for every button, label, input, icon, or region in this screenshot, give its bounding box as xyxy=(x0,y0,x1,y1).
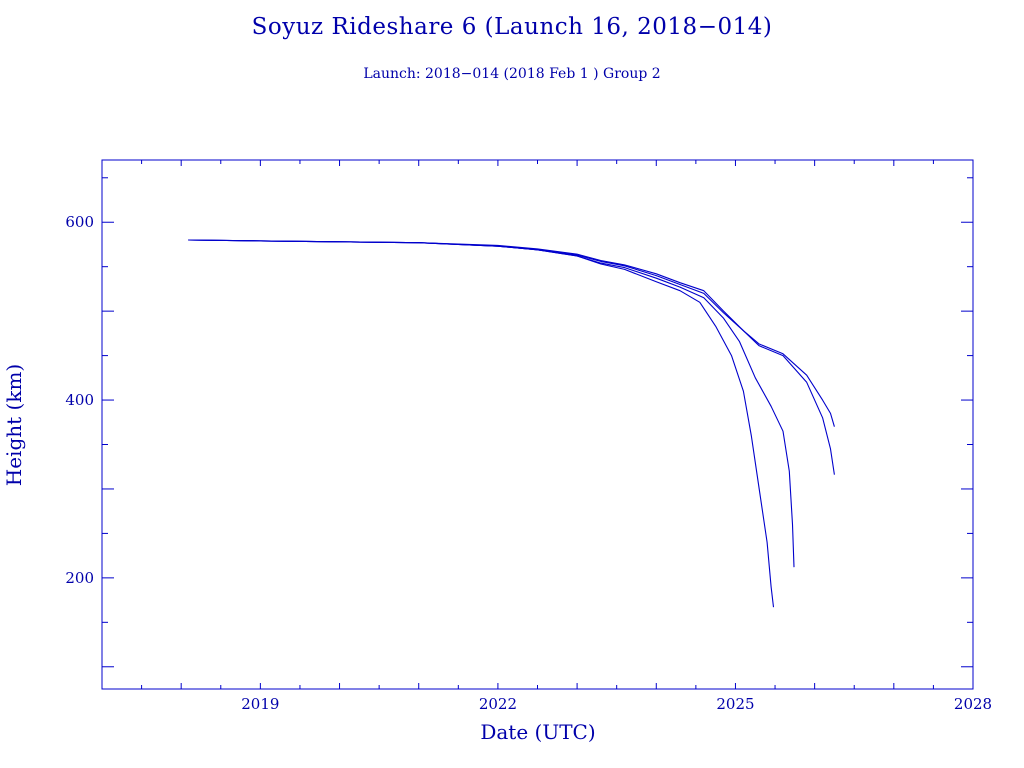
y-tick-label: 400 xyxy=(65,391,94,409)
x-axis-ticks: 2019 2022 2025 2028 xyxy=(101,160,992,713)
plot-axes xyxy=(101,159,974,690)
plot-frame xyxy=(101,159,974,690)
series-line-3 xyxy=(188,239,835,475)
x-tick-label: 2022 xyxy=(479,695,517,713)
series-line-1 xyxy=(188,239,775,608)
x-tick-label: 2019 xyxy=(241,695,279,713)
x-tick-label: 2025 xyxy=(716,695,754,713)
y-axis-ticks: 200 400 600 xyxy=(65,177,973,668)
chart-title: Soyuz Rideshare 6 (Launch 16, 2018−014) xyxy=(251,14,773,40)
y-tick-label: 600 xyxy=(65,213,94,231)
series-lines xyxy=(188,239,835,608)
series-line-2 xyxy=(188,239,795,568)
x-axis-label: Date (UTC) xyxy=(480,720,596,744)
chart-subtitle: Launch: 2018−014 (2018 Feb 1 ) Group 2 xyxy=(363,66,661,82)
x-tick-label: 2028 xyxy=(954,695,992,713)
series-line-4 xyxy=(188,239,835,427)
y-tick-label: 200 xyxy=(65,569,94,587)
